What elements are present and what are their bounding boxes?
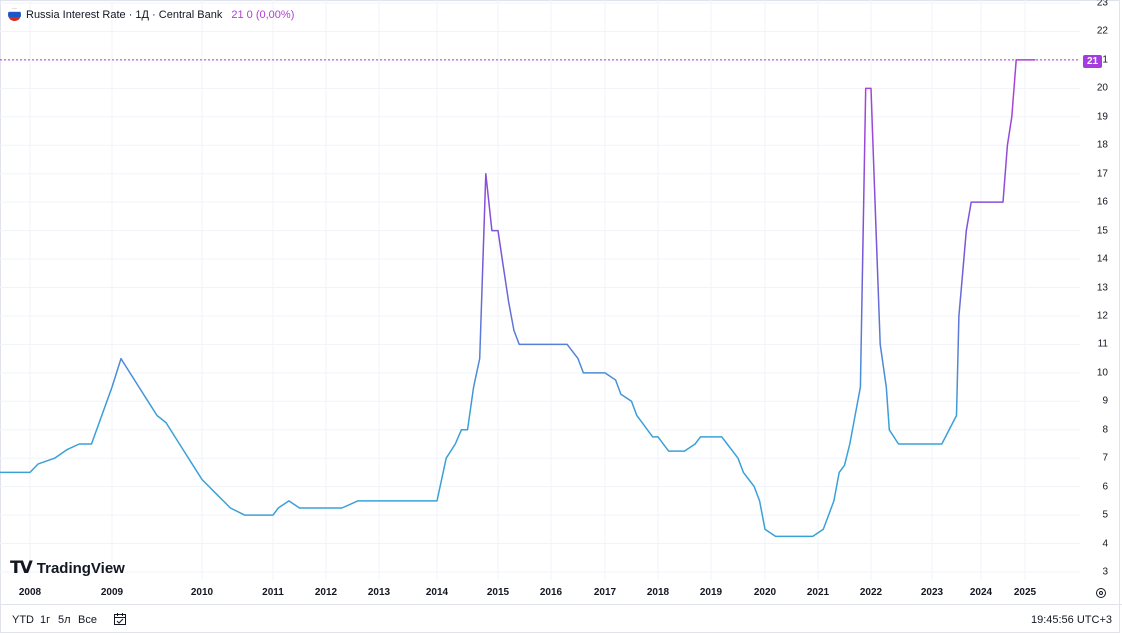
last-price-label: 21 <box>1083 55 1102 68</box>
x-tick-label: 2021 <box>806 587 830 598</box>
y-tick-label: 12 <box>1096 310 1108 322</box>
x-tick-label: 2024 <box>969 587 993 598</box>
x-tick-label: 2016 <box>539 587 563 598</box>
y-tick-label: 16 <box>1096 196 1108 208</box>
y-tick-label: 7 <box>1102 452 1108 464</box>
x-tick-label: 2015 <box>486 587 510 598</box>
y-tick-label: 13 <box>1096 282 1108 293</box>
x-tick-label: 2010 <box>190 587 214 598</box>
x-tick-label: 2023 <box>920 587 944 598</box>
tradingview-logo[interactable]: TV TradingView <box>10 558 125 578</box>
x-tick-label: 2014 <box>425 587 449 598</box>
y-tick-label: 8 <box>1102 424 1108 436</box>
x-tick-label: 2013 <box>367 587 391 598</box>
x-tick-label: 2009 <box>100 587 124 598</box>
x-tick-label: 2012 <box>314 587 338 598</box>
series-line <box>0 59 1036 538</box>
grid <box>0 0 1080 580</box>
range-ytd-button[interactable]: YTD <box>12 614 34 626</box>
y-tick-label: 20 <box>1096 82 1108 94</box>
range-all-button[interactable]: Все <box>78 614 97 626</box>
x-tick-label: 2019 <box>699 587 723 598</box>
y-tick-label: 15 <box>1096 225 1108 237</box>
y-tick-label: 22 <box>1096 25 1108 37</box>
logo-text: TradingView <box>36 559 125 577</box>
x-tick-label: 2020 <box>753 587 777 598</box>
y-tick-label: 5 <box>1102 509 1108 521</box>
x-tick-label: 2018 <box>646 587 670 598</box>
price-chart[interactable] <box>0 0 1080 580</box>
chart-legend[interactable]: Russia Interest Rate · 1Д · Central Bank… <box>8 8 294 21</box>
x-tick-label: 2008 <box>18 587 42 598</box>
y-axis[interactable]: 3 4 5 6 7 8 9 10 11 12 13 14 15 16 17 18 19 20 21 22 23 <box>1080 0 1122 580</box>
y-tick-label: 10 <box>1096 367 1108 379</box>
clock: 19:45:56 UTC+3 <box>1030 614 1112 626</box>
range-1y-button[interactable]: 1г <box>40 614 51 626</box>
y-tick-label: 9 <box>1102 395 1108 407</box>
plot-area[interactable] <box>0 0 1080 580</box>
y-tick-label: 14 <box>1096 253 1108 265</box>
y-tick-label: 3 <box>1102 566 1108 578</box>
range-5y-button[interactable]: 5л <box>58 614 71 626</box>
x-tick-label: 2022 <box>859 587 883 598</box>
symbol-title: Russia Interest Rate · 1Д · Central Bank <box>26 8 223 21</box>
russia-flag-icon <box>8 8 21 21</box>
y-tick-label: 6 <box>1102 481 1108 493</box>
y-tick-label: 19 <box>1096 111 1108 123</box>
bottom-toolbar: YTD 1г 5л Все 19:45:56 UTC+3 <box>0 604 1122 635</box>
x-tick-label: 2025 <box>1013 587 1037 598</box>
y-tick-label: 4 <box>1102 538 1108 550</box>
y-tick-label: 21 <box>1096 54 1108 66</box>
x-tick-label: 2011 <box>262 587 284 598</box>
y-tick-label: 18 <box>1096 139 1108 151</box>
y-tick-label: 17 <box>1096 168 1108 180</box>
calendar-icon[interactable] <box>113 612 127 626</box>
settings-icon[interactable] <box>1095 587 1107 599</box>
x-tick-label: 2017 <box>593 587 617 598</box>
y-tick-label: 11 <box>1097 338 1108 350</box>
y-tick-label: 23 <box>1096 0 1108 9</box>
symbol-value: 21 0 (0,00%) <box>231 8 295 21</box>
tradingview-logo-icon: TV <box>10 558 33 578</box>
